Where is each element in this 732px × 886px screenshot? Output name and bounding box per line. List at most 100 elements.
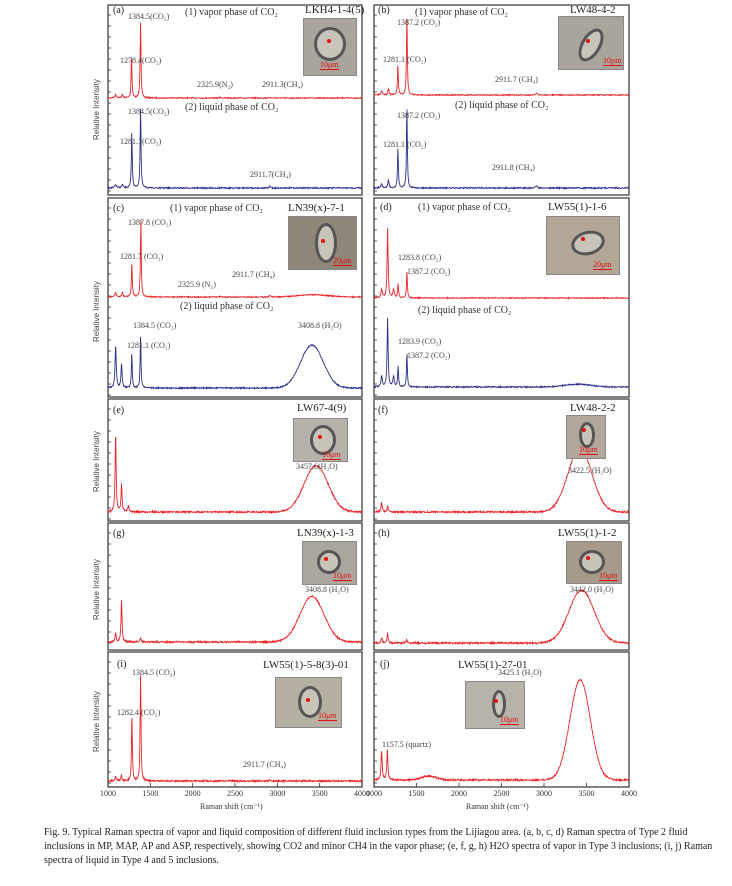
raman-figure [107,4,630,788]
x-tick-label: 3500 [578,789,595,798]
sample-id: LW55(1)-5-8(3)-01 [263,659,349,671]
spectrum-liquid-line [373,109,630,191]
trace-title: (1) vapor phase of CO₂ [418,202,511,213]
peak-label: 3408.8 (H₂O) [305,585,349,594]
sample-id: LW55(1)-1-6 [548,201,607,213]
peak-label: 1283.9 (CO₂) [398,337,442,346]
panel-label: (e) [113,405,125,416]
y-axis-label: Relative Intensity [92,431,101,492]
peak-label: 2911.7 (CH₄) [495,75,538,84]
spectrum-vapor-line [108,220,363,300]
peak-label: 3457.6(H₂O) [296,462,338,471]
peak-label: 1281.1(CO₂) [120,137,162,146]
sample-id: LN39(x)-7-1 [288,202,345,214]
peak-label: 1282.4 (CO₂) [117,708,161,717]
peak-label: 1281.1 (CO₂) [383,140,427,149]
spectrum-vapor-line [373,588,630,646]
sample-id: LKH4-1-4(5) [305,4,365,16]
micrograph-inset: 10μm [293,418,348,462]
peak-label: 1384.5(CO₂) [128,12,170,21]
x-tick-label: 1000 [100,789,116,798]
x-tick-label: 2000 [451,789,467,798]
peak-label: 1387.8 (CO₂) [128,218,172,227]
panel-frame [373,398,630,522]
peak-label: 2911.7 (CH₄) [243,760,286,769]
peak-label: 1384.5 (CO₂) [132,668,176,677]
y-axis-label: Relative Intensity [92,281,101,342]
figure-caption: Fig. 9. Typical Raman spectra of vapor a… [44,827,713,866]
peak-label: 2325.9(N₂) [197,80,233,89]
panel-label: (a) [113,5,125,16]
panel-label: (i) [117,659,127,670]
panel-label: (g) [113,528,125,539]
x-tick-label: 4000 [621,789,637,798]
x-tick-label: 3000 [269,789,286,798]
x-axis-label: Raman shift (cm⁻¹) [200,802,263,811]
peak-label: 2911.8 (CH₄) [492,163,535,172]
y-axis-label: Relative Intensity [92,559,101,620]
panel-label: (b) [378,5,390,16]
peak-label: 3425.1 (H₂O) [498,668,542,677]
peak-label: 1157.5 (quartz) [382,740,432,749]
panel-label: (f) [378,405,388,416]
panel-frame [373,522,630,651]
spectrum-vapor-line [373,678,630,783]
panel-label: (d) [380,202,392,213]
spectrum-liquid-line [373,317,630,389]
peak-label: 1281.1 (CO₂) [127,341,171,350]
micrograph-inset: 20μm [546,216,620,275]
peak-label: 3442.0 (H₂O) [570,585,614,594]
trace-title: (1) vapor phase of CO₂ [415,7,508,18]
sample-id: LW48-2-2 [570,402,616,414]
peak-label: 2911.7 (CH₄) [232,270,275,279]
x-tick-label: 1500 [142,789,159,798]
trace-title: (2) liquid phase of CO₂ [180,301,274,312]
spectrum-liquid-line [107,108,363,191]
panel-frame [107,522,363,651]
micrograph-inset: 20μm [288,216,357,270]
x-tick-label: 3500 [311,789,328,798]
sample-id: LN39(x)-1-3 [297,527,354,539]
y-axis-label: Relative Intensity [92,79,101,140]
micrograph-inset: 10μm [302,541,357,585]
trace-title: (1) vapor phase of CO₂ [185,7,278,18]
peak-label: 3408.8 (H₂O) [298,321,342,330]
micrograph-inset: 10μm [566,415,606,459]
spectrum-vapor-line [373,18,630,97]
micrograph-inset: 10μm [303,18,357,76]
peak-label: 1387.2 (CO₂) [397,18,441,27]
spectrum-vapor-line [107,675,363,784]
peak-label: 1278.4(CO₂) [120,56,162,65]
micrograph-inset: 10μm [275,677,342,728]
panel-label: (c) [113,203,125,214]
peak-label: 1283.8 (CO₂) [398,253,442,262]
sample-id: LW48-4-2 [570,4,616,16]
micrograph-inset: 10μm [566,541,622,584]
panel-frame [107,398,363,522]
micrograph-inset: 10μm [558,16,624,70]
peak-label: 2325.9 (N₂) [178,280,216,289]
spectrum-liquid-line [107,336,363,391]
spectrum-vapor-line [107,436,363,515]
x-tick-label: 1000 [366,789,382,798]
panel-label: (h) [378,528,390,539]
peak-label: 3422.5 (H₂O) [568,466,612,475]
x-tick-label: 2500 [493,789,510,798]
peak-label: 1384.5 (CO₂) [133,321,177,330]
x-tick-label: 1500 [408,789,425,798]
sample-id: LW55(1)-1-2 [558,527,617,539]
peak-label: 1281.1 (CO₂) [383,55,427,64]
peak-label: 1387.2 (CO₂) [397,111,441,120]
x-tick-label: 4000 [354,789,370,798]
micrograph-inset: 10μm [465,681,525,729]
sample-id: LW67-4(9) [297,402,347,414]
x-tick-label: 2500 [227,789,243,798]
peak-label: 1384.5(CO₂) [128,107,170,116]
y-axis-label: Relative Intensity [92,691,101,752]
trace-title: (2) liquid phase of CO₂ [185,102,279,113]
sample-id: LW55(1)-27-01 [458,659,528,671]
spectrum-vapor-line [107,594,363,645]
panel-label: (j) [380,659,390,670]
peak-label: 1281.7 (CO₂) [120,252,164,261]
